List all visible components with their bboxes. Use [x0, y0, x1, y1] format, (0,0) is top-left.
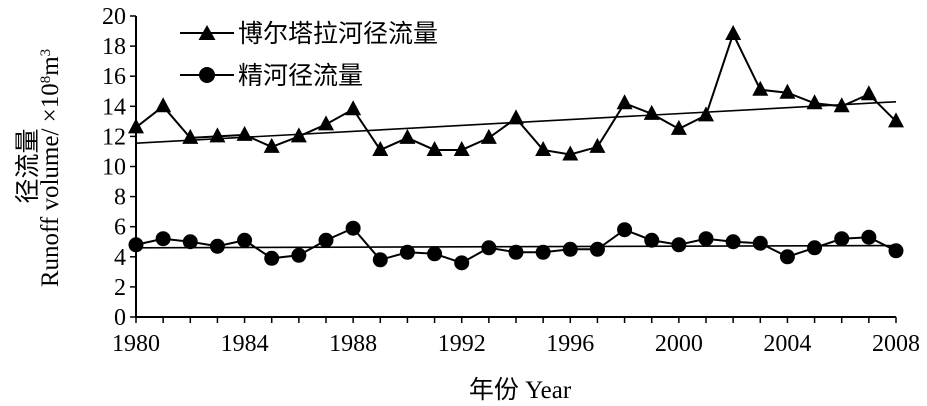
data-point-triangle	[806, 94, 823, 110]
data-point-triangle	[209, 127, 226, 143]
data-point-circle	[128, 237, 144, 253]
x-tick-label: 1984	[221, 331, 269, 357]
data-point-circle	[562, 241, 578, 257]
y-tick-label: 12	[102, 124, 126, 150]
data-point-circle	[454, 255, 470, 271]
data-point-triangle	[318, 115, 334, 131]
y-tick-label: 14	[102, 94, 126, 120]
data-point-triangle	[426, 140, 443, 156]
x-tick-label: 2000	[655, 331, 703, 357]
data-point-circle	[264, 250, 280, 266]
axes	[130, 15, 897, 323]
data-point-triangle	[453, 140, 470, 156]
data-point-triangle	[508, 109, 524, 125]
y-axis-title-cn: 径流量	[14, 128, 42, 203]
data-point-circle	[427, 246, 443, 262]
x-tick-label: 2004	[763, 331, 811, 357]
data-point-circle	[155, 231, 171, 247]
y-tick-label: 10	[102, 155, 126, 181]
data-point-circle	[481, 240, 497, 256]
data-point-circle	[182, 234, 198, 250]
y-tick-label: 20	[102, 4, 126, 30]
data-point-triangle	[643, 104, 660, 120]
data-point-circle	[345, 220, 361, 236]
data-point-circle	[861, 229, 877, 245]
y-axis-title-en-main: Runoff volume/ ×10	[37, 83, 64, 287]
data-point-circle	[617, 222, 633, 238]
y-tick-label: 8	[114, 185, 126, 211]
x-tick-label: 1996	[546, 331, 594, 357]
legend-label-jinghe: 精河径流量	[238, 62, 363, 90]
x-tick-label: 1980	[112, 331, 160, 357]
y-axis-title-en: Runoff volume/ ×108m3	[37, 49, 64, 287]
data-point-circle	[807, 240, 823, 256]
y-axis-title-exp: 8	[38, 76, 54, 84]
y-tick-label: 4	[114, 245, 126, 271]
x-tick-label: 1988	[329, 331, 377, 357]
data-point-circle	[752, 235, 768, 251]
data-point-circle	[644, 232, 660, 248]
data-point-triangle	[263, 137, 280, 153]
legend-label-bortala: 博尔塔拉河径流量	[238, 20, 438, 48]
data-point-circle	[535, 244, 551, 260]
data-point-triangle	[182, 128, 199, 144]
x-tick-label: 1992	[438, 331, 486, 357]
tick-labels: 0 2 4 6 8 10 12 14 16 18 20 1980 1984 1988 1992 1996 200…	[102, 4, 920, 357]
data-point-triangle	[128, 118, 144, 134]
data-point-triangle	[670, 119, 687, 135]
data-point-triangle	[535, 140, 552, 156]
data-point-circle	[589, 241, 605, 257]
data-point-triangle	[562, 145, 579, 161]
data-point-circle	[209, 238, 225, 254]
legend: 博尔塔拉河径流量 精河径流量	[180, 20, 438, 90]
data-point-triangle	[236, 125, 253, 141]
y-tick-label: 6	[114, 215, 126, 241]
data-point-triangle	[860, 85, 877, 101]
data-point-circle	[779, 249, 795, 265]
data-point-triangle	[399, 128, 416, 144]
data-point-triangle	[752, 80, 769, 96]
y-tick-label: 18	[102, 34, 126, 60]
data-point-circle	[372, 252, 388, 268]
data-point-circle	[399, 244, 415, 260]
data-point-circle	[318, 232, 334, 248]
data-point-triangle	[290, 127, 307, 143]
data-point-triangle	[480, 128, 497, 144]
x-axis-title: 年份 Year	[469, 376, 572, 404]
data-point-circle	[698, 231, 714, 247]
legend-marker-triangle	[198, 25, 216, 40]
data-point-circle	[508, 244, 524, 260]
legend-marker-circle	[199, 67, 215, 83]
data-point-triangle	[833, 97, 850, 113]
data-point-circle	[237, 232, 253, 248]
data-point-triangle	[589, 137, 606, 153]
y-tick-label: 0	[114, 305, 126, 331]
data-point-triangle	[725, 25, 742, 41]
data-point-circle	[834, 231, 850, 247]
data-point-circle	[291, 247, 307, 263]
data-point-triangle	[779, 83, 796, 99]
data-point-circle	[888, 243, 904, 259]
data-point-triangle	[888, 112, 904, 128]
y-axis-title: 径流量	[14, 128, 42, 203]
data-point-circle	[725, 234, 741, 250]
data-point-triangle	[698, 106, 714, 122]
data-point-circle	[671, 237, 687, 253]
y-tick-label: 2	[114, 275, 126, 301]
y-axis-title-unit-exp: 3	[38, 49, 54, 57]
data-point-triangle	[372, 140, 389, 156]
y-axis-title-unit: m	[37, 56, 64, 76]
x-tick-label: 2008	[872, 331, 920, 357]
markers	[128, 25, 904, 271]
data-point-triangle	[155, 97, 172, 113]
y-tick-label: 16	[102, 64, 126, 90]
data-point-triangle	[345, 100, 362, 116]
data-point-triangle	[616, 94, 633, 110]
